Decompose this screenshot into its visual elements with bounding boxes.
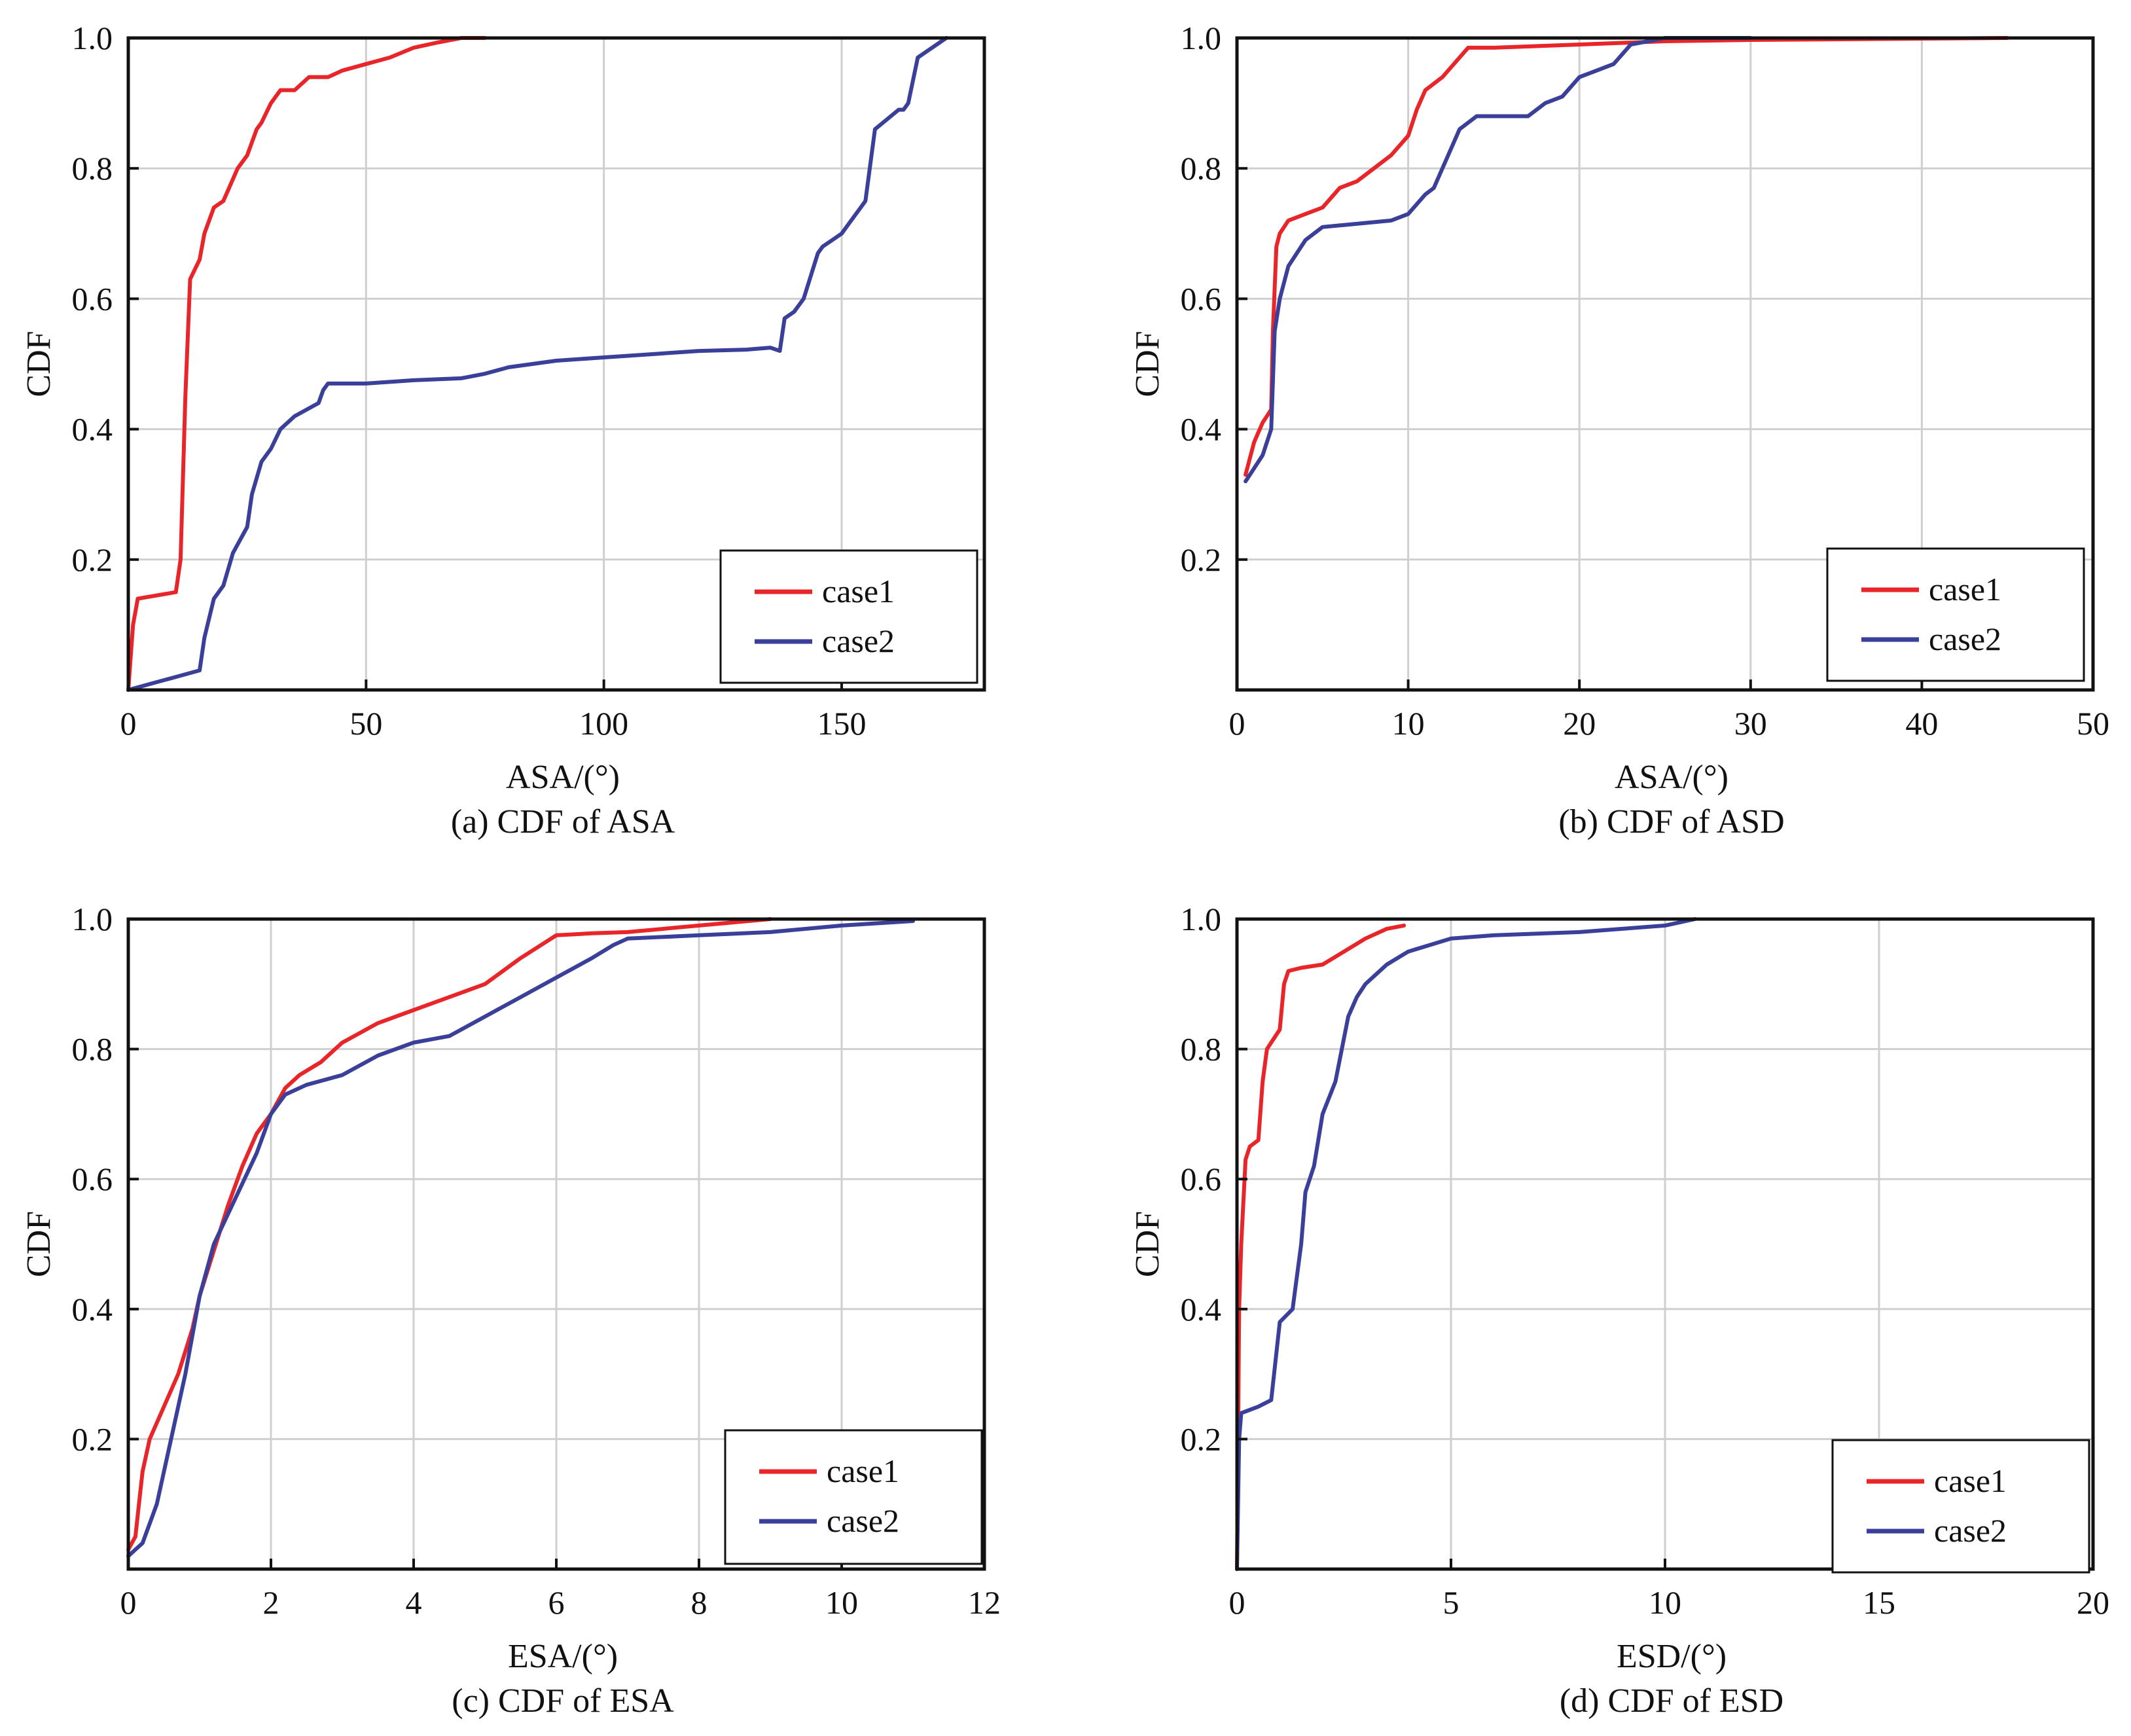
legend-label-case1: case1: [822, 573, 895, 609]
x-axis-label: ASA/(°): [1615, 759, 1728, 796]
x-tick-label: 40: [1905, 705, 1938, 742]
x-tick-label: 15: [1863, 1584, 1895, 1621]
x-tick-label: 20: [1563, 705, 1596, 742]
chart-caption: (b) CDF of ASD: [1558, 803, 1784, 841]
y-tick-label: 0.2: [72, 1420, 113, 1457]
x-tick-label: 10: [1649, 1584, 1681, 1621]
legend-box: [1826, 547, 2085, 682]
series-line-case1: [126, 36, 487, 692]
y-tick-label: 1.0: [72, 901, 113, 937]
x-tick-label: 0: [120, 705, 137, 742]
y-tick-label: 0.6: [72, 280, 113, 317]
legend-box: [1831, 1439, 2090, 1574]
legend-label-case1: case1: [1929, 571, 2001, 607]
y-tick-label: 0.2: [1181, 1420, 1222, 1457]
legend-label-case2: case2: [827, 1502, 899, 1539]
y-tick-label: 0.8: [72, 150, 113, 187]
y-axis-label: CDF: [20, 331, 58, 397]
x-tick-label: 6: [548, 1584, 565, 1621]
y-tick-label: 0.8: [72, 1031, 113, 1068]
y-tick-label: 0.6: [1181, 280, 1222, 317]
series-line-case1: [1235, 923, 1406, 1571]
chart-caption: (d) CDF of ESD: [1560, 1682, 1783, 1720]
chart-panel-4: 0 5 10 15 20 0.2 0.4 0.6 0.8 1.0 ESD/(°) CDF (d) CDF…: [1129, 901, 2109, 1720]
y-tick-label: 0.6: [1181, 1161, 1222, 1197]
series-line-case2: [126, 36, 948, 692]
x-tick-label: 0: [120, 1584, 137, 1621]
x-tick-label: 0: [1229, 1584, 1245, 1621]
x-tick-label: 8: [691, 1584, 707, 1621]
chart-panel-2: 0 10 20 30 40 50 0.2 0.4 0.6 0.8 1.0 ASA/(°) CDF (b) …: [1129, 20, 2109, 841]
legend-box: [724, 1429, 983, 1565]
y-axis-label: CDF: [20, 1211, 58, 1277]
x-tick-label: 2: [263, 1584, 279, 1621]
chart-caption: (c) CDF of ESA: [452, 1682, 674, 1720]
y-tick-label: 0.8: [1181, 1031, 1222, 1068]
x-axis-label: ESA/(°): [508, 1638, 618, 1675]
chart-panel-1: 0 50 100 150 0.2 0.4 0.6 0.8 1.0 ASA/(°) CDF (a) CD…: [20, 20, 986, 841]
y-tick-label: 0.4: [72, 411, 113, 448]
legend-label-case1: case1: [827, 1453, 899, 1489]
legend: case1 case2: [1826, 547, 2085, 682]
y-axis-label: CDF: [1129, 331, 1166, 397]
y-tick-label: 1.0: [1181, 20, 1222, 56]
series-line-case1: [1244, 36, 2010, 477]
y-tick-label: 1.0: [72, 20, 113, 56]
x-tick-label: 20: [2077, 1584, 2109, 1621]
y-tick-label: 0.2: [72, 541, 113, 578]
x-tick-label: 4: [406, 1584, 422, 1621]
y-axis-label: CDF: [1129, 1211, 1166, 1277]
legend: case1 case2: [1831, 1439, 2090, 1574]
x-axis-label: ESD/(°): [1617, 1638, 1727, 1675]
y-tick-label: 0.6: [72, 1161, 113, 1197]
x-tick-label: 50: [349, 705, 382, 742]
x-tick-label: 150: [817, 705, 867, 742]
legend-label-case2: case2: [822, 623, 895, 659]
plot-frame: [126, 36, 986, 692]
x-tick-label: 30: [1734, 705, 1767, 742]
x-tick-label: 50: [2077, 705, 2109, 742]
x-tick-label: 10: [825, 1584, 858, 1621]
legend-box: [719, 549, 978, 684]
y-tick-label: 0.2: [1181, 541, 1222, 578]
x-tick-label: 10: [1392, 705, 1425, 742]
legend-label-case2: case2: [1929, 621, 2001, 657]
legend-label-case1: case1: [1934, 1462, 2007, 1499]
y-tick-label: 0.4: [72, 1291, 113, 1328]
y-tick-label: 1.0: [1181, 901, 1222, 937]
y-tick-label: 0.4: [1181, 1291, 1222, 1328]
y-tick-label: 0.4: [1181, 411, 1222, 448]
series-line-case2: [126, 919, 915, 1559]
series-line-case2: [1235, 917, 1697, 1571]
y-tick-label: 0.8: [1181, 150, 1222, 187]
chart-panel-3: 0 2 4 6 8 10 12 0.2 0.4 0.6 0.8 1.0 ESA/(°) CDF (c) CD…: [20, 901, 1001, 1720]
x-tick-label: 0: [1229, 705, 1245, 742]
series-line-case1: [126, 917, 772, 1552]
legend: case1 case2: [724, 1429, 983, 1565]
plot-frame: [1235, 36, 2095, 692]
chart-caption: (a) CDF of ASA: [451, 803, 675, 841]
series-line-case2: [1244, 36, 1753, 484]
legend-label-case2: case2: [1934, 1512, 2007, 1549]
x-axis-label: ASA/(°): [506, 759, 620, 796]
legend: case1 case2: [719, 549, 978, 684]
x-tick-label: 5: [1443, 1584, 1459, 1621]
x-tick-label: 12: [968, 1584, 1001, 1621]
x-tick-label: 100: [579, 705, 628, 742]
